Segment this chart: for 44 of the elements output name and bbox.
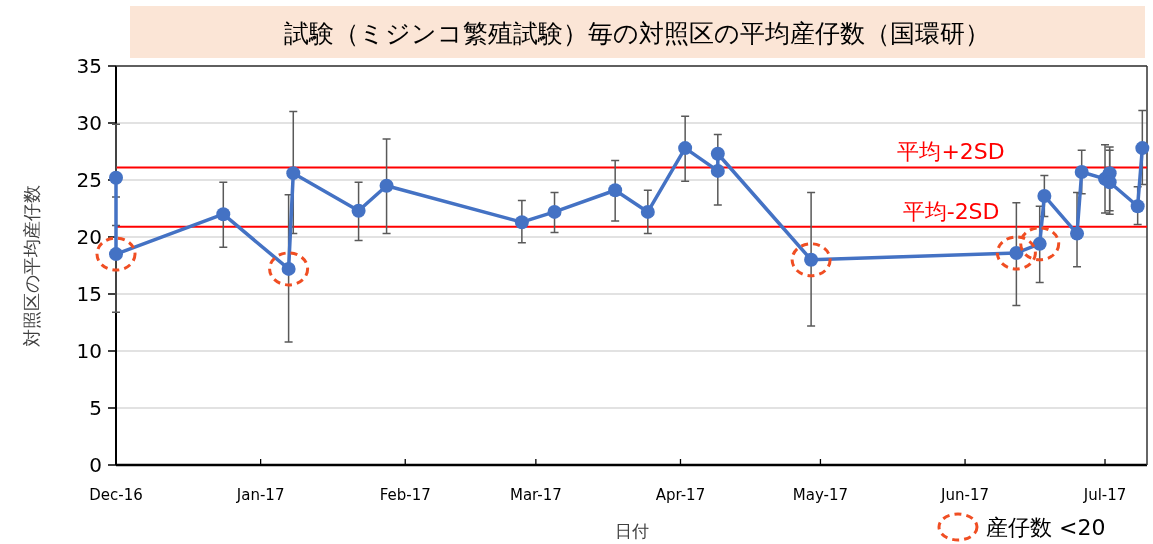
x-tick-label: Apr-17 bbox=[655, 486, 706, 504]
point bbox=[109, 170, 123, 185]
point bbox=[379, 178, 394, 193]
x-tick-label: Feb-17 bbox=[379, 486, 431, 504]
x-tick-label: Mar-17 bbox=[509, 486, 562, 504]
chart-title: 試験（ミジンコ繁殖試験）毎の対照区の平均産仔数（国環研） bbox=[284, 19, 990, 48]
ref-line-label: 平均+2SD bbox=[897, 139, 1005, 165]
y-axis-title: 対照区の平均産仔数 bbox=[21, 184, 42, 347]
x-tick-label: Jul-17 bbox=[1082, 486, 1127, 504]
x-tick-label: Jun-17 bbox=[940, 486, 990, 504]
point bbox=[1130, 199, 1145, 214]
y-tick-label: 25 bbox=[76, 168, 102, 192]
y-tick-label: 20 bbox=[76, 225, 102, 249]
point bbox=[1019, 226, 1061, 262]
point bbox=[1102, 175, 1117, 190]
point bbox=[216, 207, 231, 222]
point bbox=[1070, 226, 1085, 241]
y-tick-label: 30 bbox=[76, 111, 102, 135]
point bbox=[514, 215, 529, 230]
y-tick-label: 5 bbox=[89, 396, 102, 420]
legend-label: 産仔数 <20 bbox=[986, 515, 1106, 540]
x-tick-label: Jan-17 bbox=[235, 486, 285, 504]
x-axis-title: 日付 bbox=[614, 521, 649, 541]
point bbox=[710, 146, 725, 161]
y-tick-label: 10 bbox=[76, 339, 102, 363]
y-tick-label: 0 bbox=[89, 453, 102, 477]
y-tick-label: 35 bbox=[76, 54, 102, 78]
point bbox=[608, 183, 623, 198]
point bbox=[1135, 141, 1150, 156]
point bbox=[1037, 188, 1052, 203]
x-tick-label: Dec-16 bbox=[89, 486, 143, 504]
point bbox=[547, 204, 562, 219]
point bbox=[995, 235, 1037, 271]
point bbox=[710, 163, 725, 178]
ref-line-label: 平均-2SD bbox=[902, 198, 1000, 224]
point bbox=[286, 166, 301, 181]
point bbox=[640, 204, 655, 219]
point bbox=[790, 242, 832, 278]
x-tick-label: May-17 bbox=[792, 486, 849, 504]
point bbox=[351, 203, 366, 218]
point bbox=[268, 251, 310, 287]
point bbox=[1074, 165, 1089, 180]
y-tick-label: 15 bbox=[76, 282, 102, 306]
point bbox=[678, 141, 693, 156]
